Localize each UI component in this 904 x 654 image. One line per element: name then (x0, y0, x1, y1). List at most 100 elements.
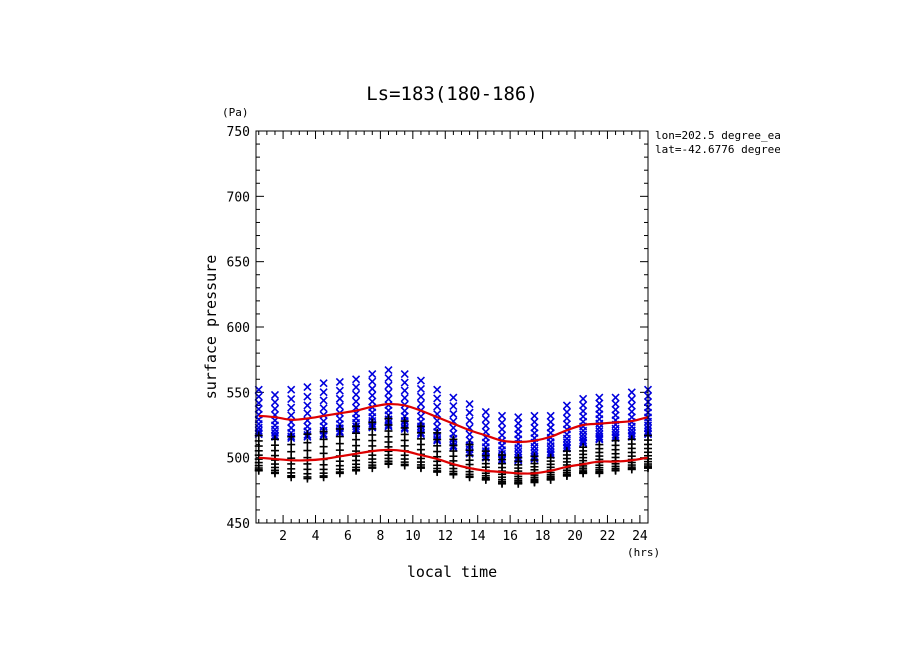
blue-x-marker (270, 398, 280, 407)
plot-frame (255, 130, 649, 524)
x-marker-stroke (449, 402, 458, 411)
x-marker-stroke (287, 394, 296, 404)
black-plus-marker (595, 440, 604, 449)
blue-x-marker (400, 393, 409, 402)
x-marker-stroke (270, 398, 280, 407)
x-marker-stroke (595, 393, 604, 402)
x-marker-stroke (627, 388, 636, 397)
x-marker-stroke (319, 404, 328, 413)
black-plus-marker (287, 447, 296, 456)
x-marker-stroke (449, 393, 458, 402)
blue-x-marker (433, 422, 442, 431)
x-marker-stroke (287, 423, 296, 433)
blue-x-marker (546, 411, 555, 420)
blue-x-marker (562, 401, 571, 410)
x-marker-stroke (627, 407, 636, 416)
blue-x-marker (335, 414, 344, 423)
x-marker-stroke (303, 409, 312, 418)
x-marker-stroke (433, 385, 442, 394)
blue-x-marker (449, 402, 458, 411)
info-clip-mask (780, 128, 904, 158)
x-marker-stroke (352, 397, 361, 406)
black-plus-marker (287, 432, 296, 441)
x-marker-stroke (562, 401, 571, 410)
blue-x-marker (546, 448, 555, 457)
x-marker-stroke (497, 411, 507, 420)
x-marker-stroke (481, 407, 490, 416)
blue-x-marker (270, 390, 280, 400)
x-marker-stroke (595, 399, 604, 408)
x-marker-stroke (514, 413, 523, 422)
black-plus-marker (335, 432, 344, 441)
blue-x-marker (481, 421, 490, 430)
info-line-lon: lon=202.5 degree_east (655, 129, 794, 142)
x-marker-stroke (352, 375, 361, 384)
black-plus-marker (303, 446, 312, 455)
x-marker-stroke (335, 394, 344, 403)
black-plus-marker (416, 422, 425, 431)
x-marker-stroke (319, 388, 328, 397)
blue-x-marker (514, 419, 523, 428)
y-unit-label: (Pa) (222, 106, 249, 119)
x-marker-stroke (400, 369, 409, 379)
black-plus-marker (481, 447, 490, 456)
x-marker-stroke (384, 381, 393, 390)
red-mean-line (258, 402, 649, 444)
blue-x-marker (270, 404, 280, 413)
blue-x-marker (562, 420, 571, 429)
blue-x-marker (465, 408, 474, 417)
x-marker-stroke (368, 369, 377, 379)
blue-x-marker (497, 431, 507, 440)
y-tick-label: 600 (227, 321, 250, 336)
blue-x-marker (416, 412, 426, 421)
x-marker-stroke (287, 403, 296, 412)
blue-x-marker (319, 417, 328, 426)
blue-x-marker (595, 393, 604, 402)
x-marker-stroke (352, 383, 361, 392)
x-marker-stroke (546, 448, 555, 457)
x-marker-stroke (562, 441, 571, 450)
blue-x-marker (433, 385, 442, 394)
x-marker-stroke (384, 388, 393, 397)
x-marker-stroke (303, 383, 312, 392)
blue-x-marker (270, 428, 280, 438)
x-marker-stroke (335, 377, 344, 386)
x-marker-stroke (287, 411, 296, 420)
x-marker-stroke (319, 396, 328, 405)
black-plus-marker (627, 435, 636, 444)
marks-group (254, 366, 653, 488)
x-marker-stroke (416, 399, 426, 408)
black-plus-marker (384, 414, 393, 423)
blue-x-marker (400, 386, 409, 395)
x-marker-stroke (481, 414, 490, 424)
x-marker-stroke (546, 417, 555, 427)
blue-x-marker (416, 376, 426, 385)
blue-x-marker (384, 374, 393, 383)
x-marker-stroke (595, 430, 604, 439)
x-marker-stroke (303, 392, 312, 401)
x-marker-stroke (579, 394, 588, 403)
blue-x-marker (627, 407, 636, 416)
blue-x-marker (352, 390, 361, 399)
x-marker-stroke (546, 411, 555, 420)
blue-x-marker (562, 408, 571, 417)
blue-x-marker (611, 430, 620, 440)
blue-x-marker (319, 404, 328, 413)
blue-x-marker (352, 397, 361, 406)
blue-x-marker (319, 379, 328, 388)
x-marker-stroke (368, 391, 377, 400)
x-marker-stroke (416, 376, 426, 385)
blue-x-marker (579, 433, 588, 442)
blue-x-marker (579, 394, 588, 403)
black-plus-marker (611, 436, 620, 445)
blue-x-marker (368, 391, 377, 400)
red-mean-line (258, 448, 649, 475)
x-marker-stroke (465, 408, 474, 417)
blue-x-marker (546, 417, 555, 427)
blue-x-marker (514, 413, 523, 422)
blue-x-marker (319, 388, 328, 397)
blue-x-marker (416, 384, 426, 393)
x-unit-label: (hrs) (627, 546, 660, 559)
x-marker-stroke (611, 399, 620, 408)
y-tick-label: 750 (227, 125, 250, 140)
